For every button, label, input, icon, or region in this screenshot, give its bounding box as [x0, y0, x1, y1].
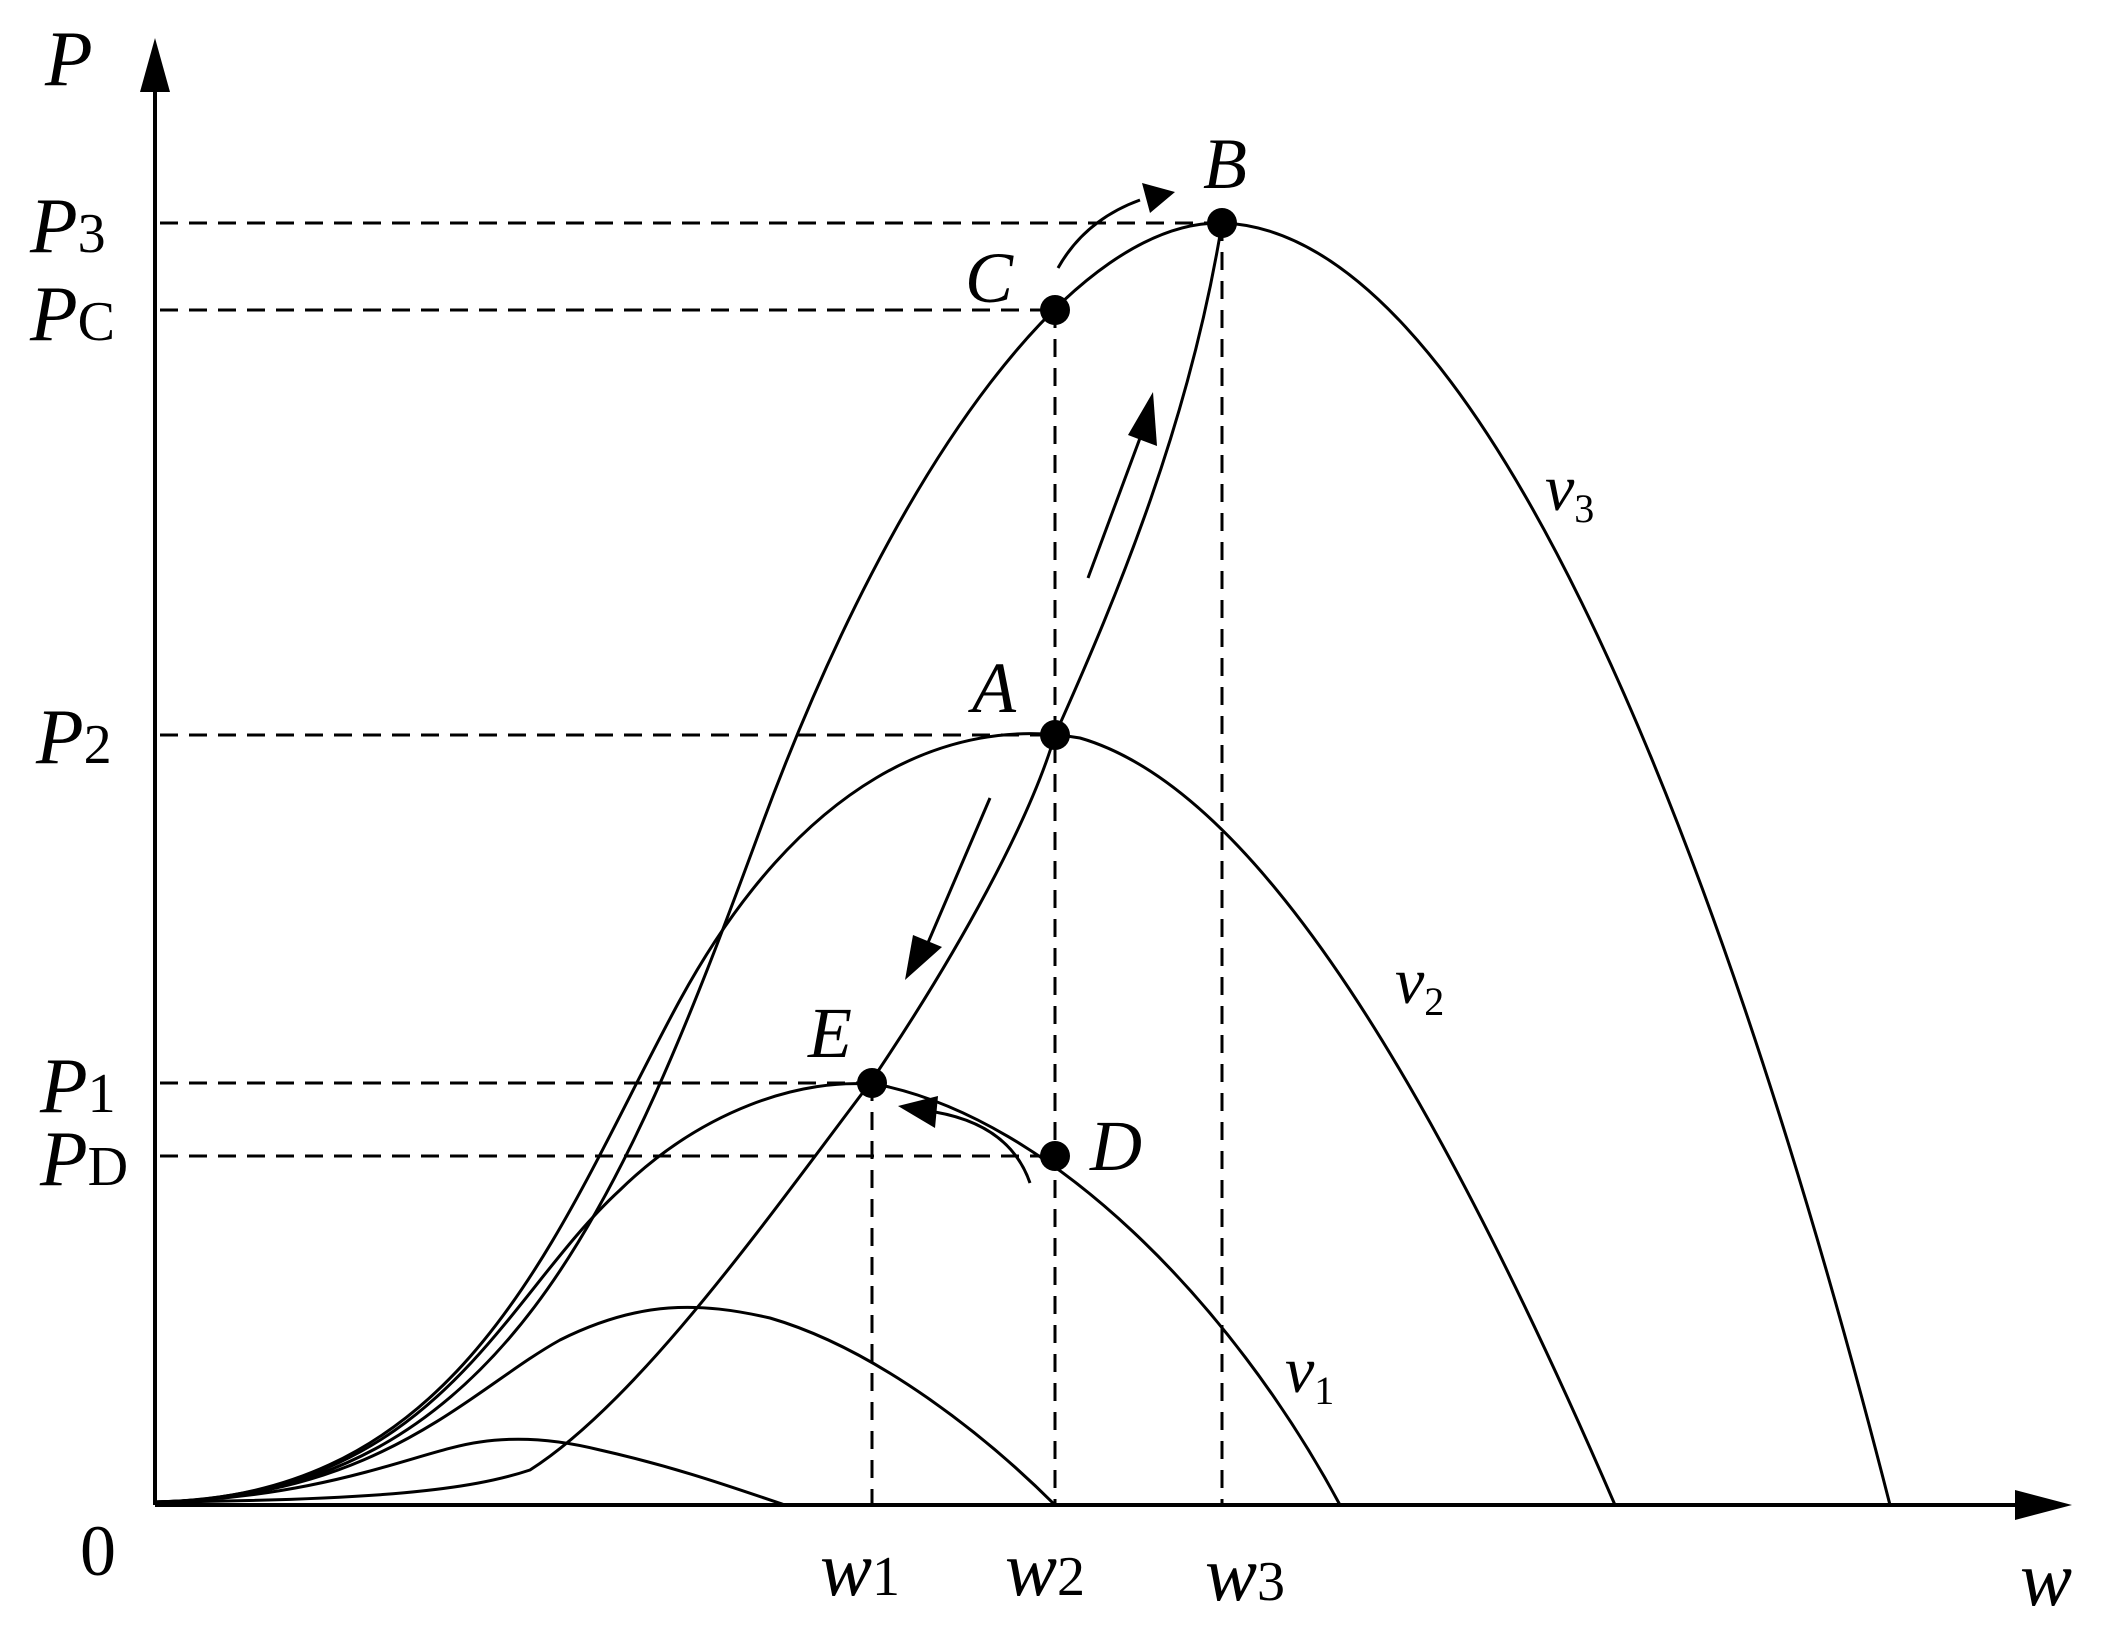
guide-lines	[160, 221, 1224, 1505]
arrow-a-to-e	[925, 797, 992, 946]
x-tick-w3: w3	[1205, 1530, 1285, 1617]
point-b	[1207, 208, 1237, 238]
point-b-label: B	[1203, 124, 1247, 204]
arrow-a-to-b-head	[1128, 392, 1157, 446]
axes	[140, 38, 2072, 1520]
power-curves	[154, 221, 1892, 1507]
curve-lower-2	[154, 1437, 786, 1507]
point-d	[1040, 1141, 1070, 1171]
y-tick-p3: P3	[29, 182, 106, 269]
direction-arrows	[898, 183, 1175, 1184]
point-a-label: A	[968, 648, 1017, 728]
optimal-power-curve	[154, 222, 1224, 1504]
point-e-label: E	[807, 993, 852, 1073]
y-axis-label: P	[44, 15, 93, 102]
curve-label-v1: v1	[1285, 1334, 1334, 1413]
point-d-label: D	[1089, 1106, 1142, 1186]
y-tick-pd: PD	[39, 1115, 128, 1202]
curve-lower-1	[154, 1305, 1057, 1507]
point-c-label: C	[965, 238, 1014, 318]
curve-v2	[154, 732, 1617, 1506]
x-axis-label: w	[2020, 1535, 2072, 1622]
curve-v1	[154, 1082, 1342, 1506]
curve-v3	[154, 221, 1892, 1506]
point-e	[857, 1068, 887, 1098]
y-tick-pc: PC	[29, 270, 115, 357]
curve-label-v3: v3	[1545, 452, 1594, 531]
arrow-a-to-e-head	[905, 935, 942, 980]
y-axis-arrowhead	[140, 38, 170, 92]
x-tick-w1: w1	[820, 1525, 900, 1612]
origin-label: 0	[80, 1511, 116, 1591]
curve-label-v2: v2	[1395, 945, 1444, 1024]
arrow-d-to-e-head	[898, 1096, 938, 1128]
point-c	[1040, 295, 1070, 325]
arrow-d-to-e	[934, 1110, 1032, 1184]
arrow-a-to-b	[1086, 429, 1145, 579]
y-tick-p1: P1	[39, 1042, 116, 1129]
point-a	[1040, 720, 1070, 750]
x-tick-w2: w2	[1005, 1525, 1085, 1612]
arrow-c-to-b	[1056, 198, 1141, 269]
y-tick-p2: P2	[35, 693, 112, 780]
x-axis-arrowhead	[2015, 1490, 2072, 1520]
marked-points	[857, 208, 1237, 1171]
arrow-c-to-b-head	[1142, 183, 1175, 213]
